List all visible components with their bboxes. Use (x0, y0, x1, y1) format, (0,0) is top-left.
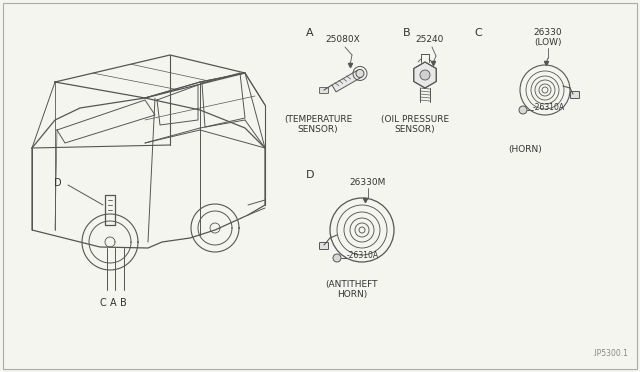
Text: (OIL PRESSURE
SENSOR): (OIL PRESSURE SENSOR) (381, 115, 449, 134)
Text: -26310A: -26310A (533, 103, 565, 112)
Text: (ANTITHEFT
HORN): (ANTITHEFT HORN) (326, 280, 378, 299)
Text: A: A (306, 28, 314, 38)
Text: (LOW): (LOW) (534, 38, 562, 47)
Text: (HORN): (HORN) (508, 145, 542, 154)
FancyBboxPatch shape (319, 87, 328, 93)
Text: 26330M: 26330M (350, 178, 386, 187)
Text: 26330: 26330 (534, 28, 563, 37)
Text: B: B (120, 298, 126, 308)
Text: .IP5300.1: .IP5300.1 (592, 349, 628, 358)
Text: 25240: 25240 (416, 35, 444, 44)
Text: (TEMPERATURE
SENSOR): (TEMPERATURE SENSOR) (284, 115, 352, 134)
Text: -26310A: -26310A (347, 251, 379, 260)
Text: D: D (54, 178, 62, 188)
Text: B: B (403, 28, 411, 38)
Text: C: C (474, 28, 482, 38)
FancyBboxPatch shape (319, 243, 328, 250)
Text: 25080X: 25080X (326, 35, 360, 44)
Text: C: C (100, 298, 106, 308)
Circle shape (356, 70, 364, 77)
Circle shape (333, 254, 341, 262)
FancyBboxPatch shape (570, 92, 579, 99)
Circle shape (519, 106, 527, 114)
Text: D: D (306, 170, 314, 180)
Polygon shape (413, 62, 436, 88)
Text: A: A (109, 298, 116, 308)
Polygon shape (332, 70, 362, 92)
Circle shape (420, 70, 430, 80)
